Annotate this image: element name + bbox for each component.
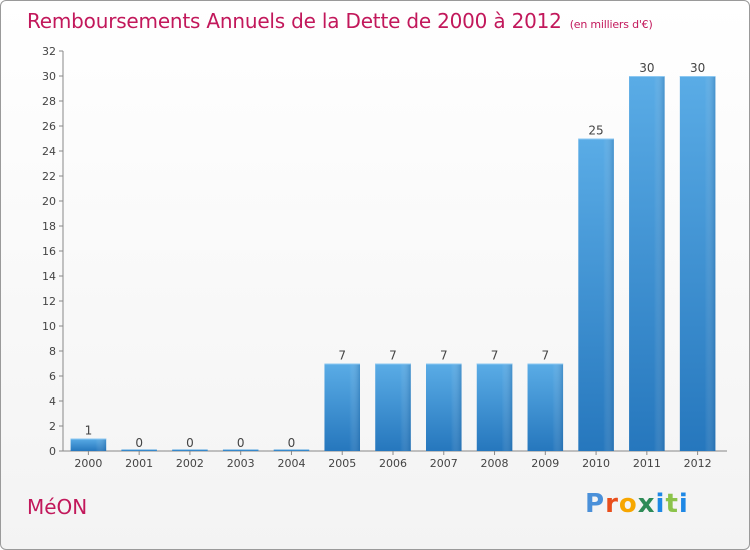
data-label: 7: [440, 349, 448, 363]
chart-subtitle: (en milliers d'€): [569, 18, 653, 31]
data-label: 7: [389, 349, 397, 363]
y-tick-label: 4: [49, 395, 56, 408]
data-label: 0: [135, 436, 143, 450]
y-tick-label: 26: [42, 120, 56, 133]
bar-shade: [400, 363, 411, 451]
y-tick-label: 2: [49, 420, 56, 433]
data-label: 0: [186, 436, 194, 450]
bar: [172, 449, 208, 451]
data-label: 7: [338, 349, 346, 363]
bar-shade: [450, 363, 462, 451]
y-tick-label: 20: [42, 195, 56, 208]
data-label: 7: [541, 349, 549, 363]
y-tick-label: 14: [42, 270, 56, 283]
bar-shade: [704, 76, 716, 451]
y-tick-label: 8: [49, 345, 56, 358]
bar-shade: [552, 363, 564, 451]
x-tick-label: 2002: [176, 457, 204, 470]
x-tick-label: 2008: [481, 457, 509, 470]
bar: [121, 449, 157, 451]
x-tick-label: 2011: [633, 457, 661, 470]
y-tick-label: 16: [42, 245, 56, 258]
y-tick-label: 22: [42, 170, 56, 183]
y-tick-label: 12: [42, 295, 56, 308]
y-tick-label: 6: [49, 370, 56, 383]
y-tick-label: 30: [42, 70, 56, 83]
y-tick-label: 18: [42, 220, 56, 233]
bar-shade: [501, 363, 513, 451]
bar: [222, 449, 259, 451]
y-tick-label: 0: [49, 445, 56, 458]
y-tick-label: 28: [42, 95, 56, 108]
commune-name: MéON: [27, 495, 88, 519]
y-tick-label: 24: [42, 145, 56, 158]
bar-shade: [95, 438, 107, 451]
data-label: 7: [491, 349, 499, 363]
x-tick-label: 2012: [684, 457, 712, 470]
x-tick-label: 2009: [531, 457, 559, 470]
x-tick-label: 2003: [227, 457, 255, 470]
data-label: 30: [690, 61, 705, 75]
x-tick-label: 2005: [328, 457, 356, 470]
chart-title-text: Remboursements Annuels de la Dette de 20…: [27, 9, 562, 33]
x-tick-label: 2010: [582, 457, 610, 470]
x-tick-label: 2001: [125, 457, 153, 470]
x-tick-label: 2007: [430, 457, 458, 470]
data-label: 25: [588, 124, 603, 138]
proxiti-logo: Proxiti: [585, 489, 689, 519]
x-tick-label: 2004: [277, 457, 305, 470]
data-label: 0: [288, 436, 296, 450]
x-tick-label: 2006: [379, 457, 407, 470]
y-tick-label: 10: [42, 320, 56, 333]
data-label: 30: [639, 61, 654, 75]
bar-shade: [603, 138, 614, 451]
bar-shade: [653, 76, 665, 451]
data-label: 1: [85, 424, 93, 438]
x-tick-label: 2000: [74, 457, 102, 470]
bar-shade: [349, 363, 360, 451]
bar: [273, 449, 310, 451]
chart-title: Remboursements Annuels de la Dette de 20…: [27, 9, 653, 33]
y-tick-label: 32: [42, 45, 56, 58]
data-label: 0: [237, 436, 245, 450]
